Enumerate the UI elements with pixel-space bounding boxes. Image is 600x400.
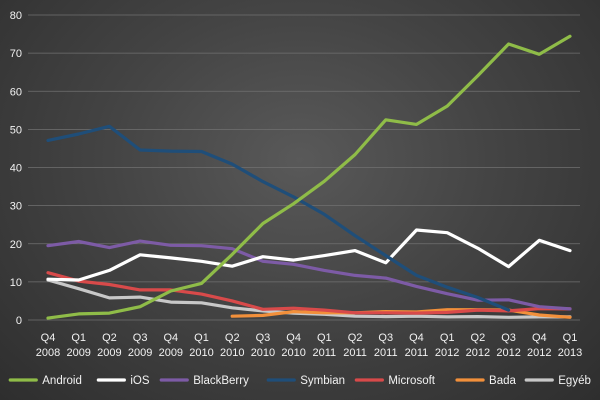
x-tick-label-quarter: Q1: [440, 332, 455, 344]
series-line-ios: [46, 228, 572, 282]
x-tick-label-year: 2010: [220, 347, 244, 359]
x-tick-label-quarter: Q4: [41, 332, 56, 344]
x-tick-label-year: 2008: [36, 347, 60, 359]
legend-label: Android: [42, 375, 82, 387]
series-line-microsoft: [46, 271, 572, 315]
x-tick-label-quarter: Q1: [71, 332, 86, 344]
legend-item: Bada: [455, 375, 517, 387]
x-tick-label-year: 2012: [435, 347, 459, 359]
y-tick-label: 0: [16, 315, 22, 327]
x-tick-label-quarter: Q4: [532, 332, 547, 344]
y-tick-label: 70: [10, 48, 22, 60]
x-tick-label-quarter: Q1: [317, 332, 332, 344]
x-tick-label-year: 2010: [189, 347, 213, 359]
x-axis-ticks: Q4 2008 Q1 2009 Q2 2009 Q3 2009 Q4 2009 Q1 2010 Q2 20…: [36, 332, 582, 359]
legend-item: Egyéb: [524, 375, 591, 387]
series-line-symbian: [46, 124, 511, 312]
y-tick-label: 10: [10, 277, 22, 289]
legend-item: iOS: [96, 375, 150, 387]
x-tick-label-year: 2011: [374, 347, 398, 359]
x-tick-label-quarter: Q2: [471, 332, 486, 344]
x-tick-label-year: 2009: [66, 347, 90, 359]
legend-item: Microsoft: [354, 375, 436, 387]
x-tick-label-quarter: Q4: [286, 332, 301, 344]
series-lines: [46, 34, 572, 320]
x-tick-label-year: 2012: [466, 347, 490, 359]
legend-label: Microsoft: [388, 375, 435, 387]
legend-item: Android: [8, 375, 82, 387]
legend-label: iOS: [130, 375, 150, 387]
x-tick-label-quarter: Q2: [348, 332, 363, 344]
series-line-android: [46, 34, 572, 320]
x-tick-label-quarter: Q3: [133, 332, 148, 344]
x-tick-label-quarter: Q1: [194, 332, 209, 344]
x-tick-label-year: 2009: [97, 347, 121, 359]
x-tick-label-year: 2010: [281, 347, 305, 359]
x-tick-label-quarter: Q3: [256, 332, 271, 344]
x-tick-label-year: 2013: [558, 347, 582, 359]
x-tick-label-year: 2011: [313, 347, 337, 359]
y-axis-ticks: 0 10 20 30 40 50 60 70 80: [10, 10, 22, 327]
x-tick-label-year: 2009: [128, 347, 152, 359]
x-tick-label-quarter: Q4: [163, 332, 178, 344]
x-tick-label-quarter: Q3: [378, 332, 393, 344]
x-tick-label-quarter: Q4: [409, 332, 424, 344]
x-tick-label-year: 2011: [405, 347, 429, 359]
x-tick-label-year: 2012: [496, 347, 520, 359]
x-tick-label-quarter: Q1: [563, 332, 578, 344]
legend-item: BlackBerry: [159, 375, 249, 387]
x-tick-label-year: 2011: [343, 347, 367, 359]
y-tick-label: 20: [10, 239, 22, 251]
legend-label: Bada: [489, 375, 516, 387]
y-tick-label: 50: [10, 124, 22, 136]
x-tick-label-quarter: Q2: [225, 332, 240, 344]
legend-label: Symbian: [300, 375, 345, 387]
y-tick-label: 30: [10, 201, 22, 213]
x-tick-label-quarter: Q2: [102, 332, 117, 344]
y-tick-label: 80: [10, 10, 22, 22]
y-tick-label: 60: [10, 86, 22, 98]
legend: Android iOS BlackBerry Symbian Microsoft Bada…: [8, 375, 591, 387]
y-tick-label: 40: [10, 163, 22, 175]
x-tick-label-year: 2012: [527, 347, 551, 359]
gridlines: [28, 14, 580, 321]
legend-item: Symbian: [266, 375, 345, 387]
x-tick-label-year: 2010: [251, 347, 275, 359]
legend-label: Egyéb: [558, 375, 591, 387]
x-tick-label-quarter: Q3: [501, 332, 516, 344]
x-tick-label-year: 2009: [159, 347, 183, 359]
legend-label: BlackBerry: [193, 375, 249, 387]
